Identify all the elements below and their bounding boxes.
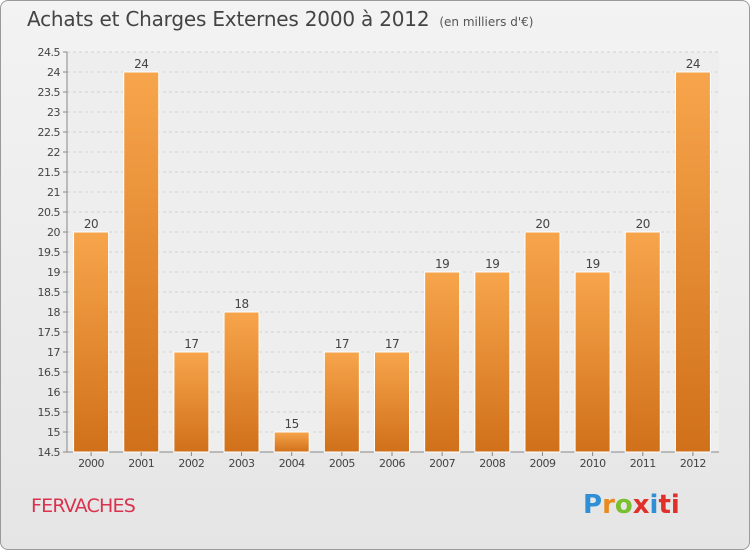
x-tick-label: 2000 [78, 457, 104, 470]
x-tick-label: 2005 [329, 457, 355, 470]
y-tick-label: 21 [47, 186, 60, 199]
y-tick-label: 18.5 [38, 286, 61, 299]
y-tick-label: 22.5 [38, 126, 61, 139]
data-label: 15 [285, 417, 299, 431]
bar [474, 271, 511, 453]
y-tick-label: 24.5 [38, 46, 61, 59]
bar [574, 271, 611, 453]
chart-title-text: Achats et Charges Externes 2000 à 2012 [27, 7, 430, 31]
data-label: 20 [84, 217, 98, 231]
y-tick-label: 17 [47, 346, 60, 359]
y-tick-label: 14.5 [38, 446, 61, 459]
data-label: 19 [585, 257, 599, 271]
bar [173, 351, 210, 453]
x-tick-label: 2007 [429, 457, 455, 470]
bar [273, 431, 310, 453]
y-tick-label: 24 [47, 66, 60, 79]
data-label: 17 [335, 337, 349, 351]
x-tick-label: 2011 [630, 457, 656, 470]
x-tick-label: 2002 [178, 457, 204, 470]
y-tick-label: 19 [47, 266, 60, 279]
data-label: 19 [435, 257, 449, 271]
y-tick-label: 17.5 [38, 326, 61, 339]
x-tick-label: 2009 [529, 457, 555, 470]
x-tick-label: 2012 [680, 457, 706, 470]
bar [374, 351, 410, 453]
logo-letter: r [602, 490, 615, 520]
bar [323, 351, 360, 453]
y-tick-label: 22 [47, 146, 60, 159]
logo-letter: P [583, 490, 603, 520]
bar [674, 71, 711, 453]
chart-subtitle: (en milliers d'€) [439, 15, 534, 29]
bar [73, 231, 110, 453]
x-tick-label: 2001 [128, 457, 154, 470]
data-label: 18 [234, 297, 248, 311]
y-tick-label: 20 [47, 226, 60, 239]
bar [424, 271, 461, 453]
x-tick-label: 2010 [580, 457, 606, 470]
chart-title: Achats et Charges Externes 2000 à 2012 (e… [27, 7, 533, 31]
bar [624, 231, 661, 453]
y-tick-label: 21.5 [38, 166, 61, 179]
y-tick-label: 15.5 [38, 406, 61, 419]
logo-letter: ti [658, 490, 680, 520]
x-tick-label: 2004 [279, 457, 305, 470]
y-tick-label: 20.5 [38, 206, 61, 219]
y-tick-label: 15 [47, 426, 60, 439]
y-tick-label: 23 [47, 106, 60, 119]
logo-letter: i [649, 490, 659, 520]
x-tick-label: 2003 [229, 457, 255, 470]
x-tick-label: 2008 [479, 457, 505, 470]
data-label: 20 [636, 217, 650, 231]
data-label: 17 [385, 337, 399, 351]
data-label: 20 [535, 217, 549, 231]
y-tick-label: 18 [47, 306, 60, 319]
proxiti-logo: Proxiti [583, 490, 680, 520]
bar [524, 231, 561, 453]
y-tick-label: 16.5 [38, 366, 61, 379]
data-label: 24 [134, 57, 148, 71]
data-label: 19 [485, 257, 499, 271]
bar [123, 71, 160, 453]
y-tick-label: 19.5 [38, 246, 61, 259]
data-label: 24 [686, 57, 700, 71]
y-tick-label: 23.5 [38, 86, 61, 99]
logo-letter: o [614, 490, 633, 520]
location-name: FERVACHES [31, 495, 136, 517]
logo-letter: x [632, 490, 650, 520]
bar [223, 311, 260, 453]
x-tick-label: 2006 [379, 457, 405, 470]
y-tick-label: 16 [47, 386, 60, 399]
data-label: 17 [184, 337, 198, 351]
